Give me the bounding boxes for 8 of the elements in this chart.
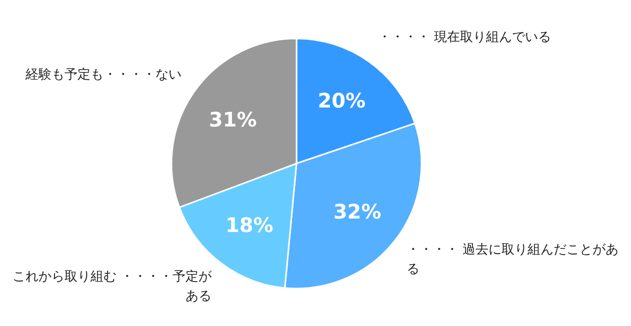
data-label: 32% bbox=[333, 200, 382, 224]
data-label: 20% bbox=[318, 88, 366, 113]
slice-label: これから取り組む ・・・・予定がある bbox=[12, 269, 212, 304]
data-label: 18% bbox=[225, 213, 274, 238]
data-label: 31% bbox=[208, 107, 257, 132]
slice-label: 経験も予定も・・・・ない bbox=[24, 68, 182, 83]
slice-label: ・・・・ 過去に取り組んだことがある bbox=[406, 242, 618, 277]
slice-label: ・・・・ 現在取り組んでいる bbox=[378, 30, 552, 46]
